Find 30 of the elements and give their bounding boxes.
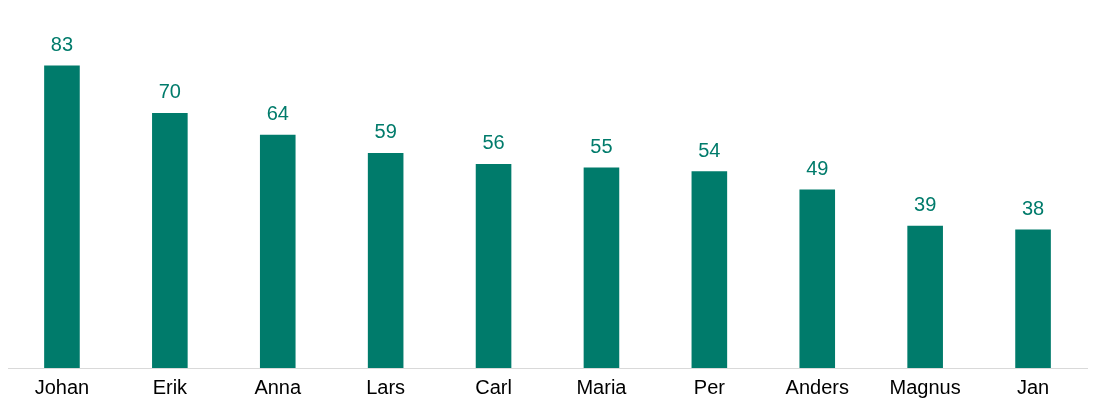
bar xyxy=(907,225,943,368)
bar xyxy=(691,171,728,368)
x-tick-label: Maria xyxy=(576,375,628,398)
data-label: 64 xyxy=(266,102,289,125)
x-tick-label: Anders xyxy=(785,375,849,398)
x-tick-label: Anna xyxy=(254,375,302,398)
data-label: 49 xyxy=(806,156,829,179)
bar xyxy=(1015,229,1051,368)
x-tick-label: Carl xyxy=(475,375,512,398)
x-tick-label: Magnus xyxy=(889,375,961,398)
x-tick-label: Per xyxy=(693,375,726,398)
data-label: 55 xyxy=(590,135,613,158)
data-label: 56 xyxy=(482,131,505,154)
x-tick-label: Johan xyxy=(34,375,90,398)
bar xyxy=(259,134,296,368)
data-label: 39 xyxy=(914,193,937,216)
bar xyxy=(475,163,512,368)
bar xyxy=(367,152,404,368)
bar xyxy=(799,189,836,368)
x-tick-label: Lars xyxy=(366,375,406,398)
data-label: 70 xyxy=(158,80,181,103)
bar xyxy=(44,65,80,368)
x-tick-label: Jan xyxy=(1016,375,1050,398)
data-label: 54 xyxy=(698,138,721,161)
data-label: 38 xyxy=(1021,197,1045,220)
x-tick-label: Erik xyxy=(152,375,189,398)
bar xyxy=(152,112,188,368)
data-label: 83 xyxy=(50,33,74,56)
bar xyxy=(583,167,620,368)
data-label: 59 xyxy=(374,120,397,143)
